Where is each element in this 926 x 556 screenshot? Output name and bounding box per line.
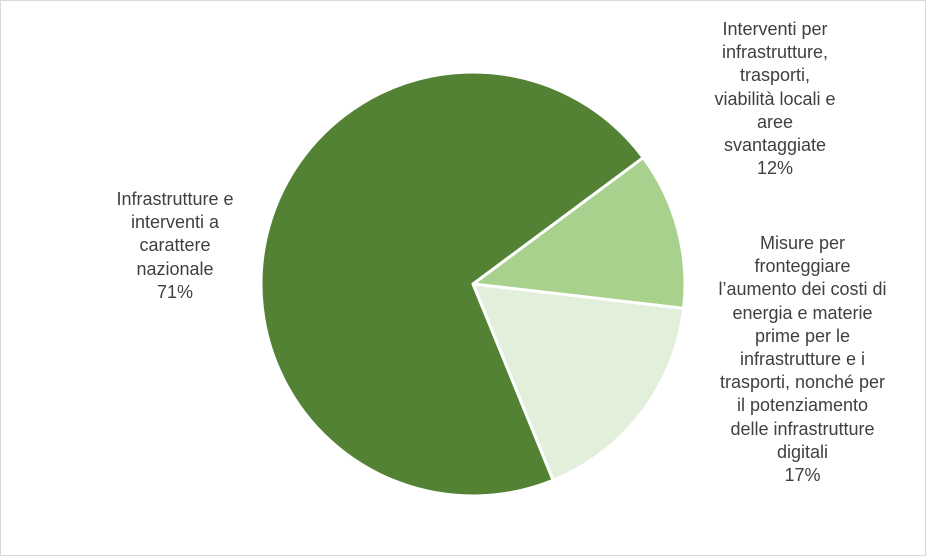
slice-label-misure: Misure per fronteggiare l’aumento dei cost… <box>680 232 925 487</box>
slice-percentage: 71% <box>156 281 194 302</box>
slice-label-line: infrastrutture, <box>721 42 829 63</box>
slice-label-line: svantaggiate <box>723 135 827 156</box>
slice-label-line: digitali <box>776 441 829 462</box>
slice-percentage: 17% <box>784 465 821 486</box>
slice-label-line: il potenziamento <box>736 395 869 416</box>
pie-slice-2 <box>259 70 645 498</box>
slice-label-line: prime per le <box>754 325 851 346</box>
slice-label-line: aree <box>756 111 794 132</box>
slice-label-line: fronteggiare <box>754 256 851 277</box>
slice-label-interventi: Interventi per infrastrutture, trasporti, v… <box>680 18 870 180</box>
slice-label-line: carattere <box>139 235 211 256</box>
slice-label-line: delle infrastrutture <box>730 418 875 439</box>
slice-label-line: Misure per <box>759 233 846 253</box>
slice-label-line: l’aumento dei costi di <box>718 279 887 300</box>
slice-label-line: interventi a <box>130 212 220 233</box>
slice-label-line: infrastrutture e i <box>739 349 866 370</box>
pie-slice-0 <box>471 156 687 310</box>
slice-label-line: nazionale <box>136 258 214 279</box>
slice-label-line: Interventi per <box>722 19 828 39</box>
slice-label-line: trasporti, <box>739 65 811 86</box>
slice-label-line: viabilità locali e <box>714 88 836 109</box>
pie-slice-1 <box>471 282 686 482</box>
slice-label-line: Infrastrutture e <box>116 189 234 209</box>
slice-label-infrastrutture: Infrastrutture e interventi a carattere naz… <box>70 188 280 304</box>
slice-label-line: trasporti, nonché per <box>719 372 886 393</box>
slice-percentage: 12% <box>756 158 794 179</box>
slice-label-line: energia e materie <box>732 302 873 323</box>
